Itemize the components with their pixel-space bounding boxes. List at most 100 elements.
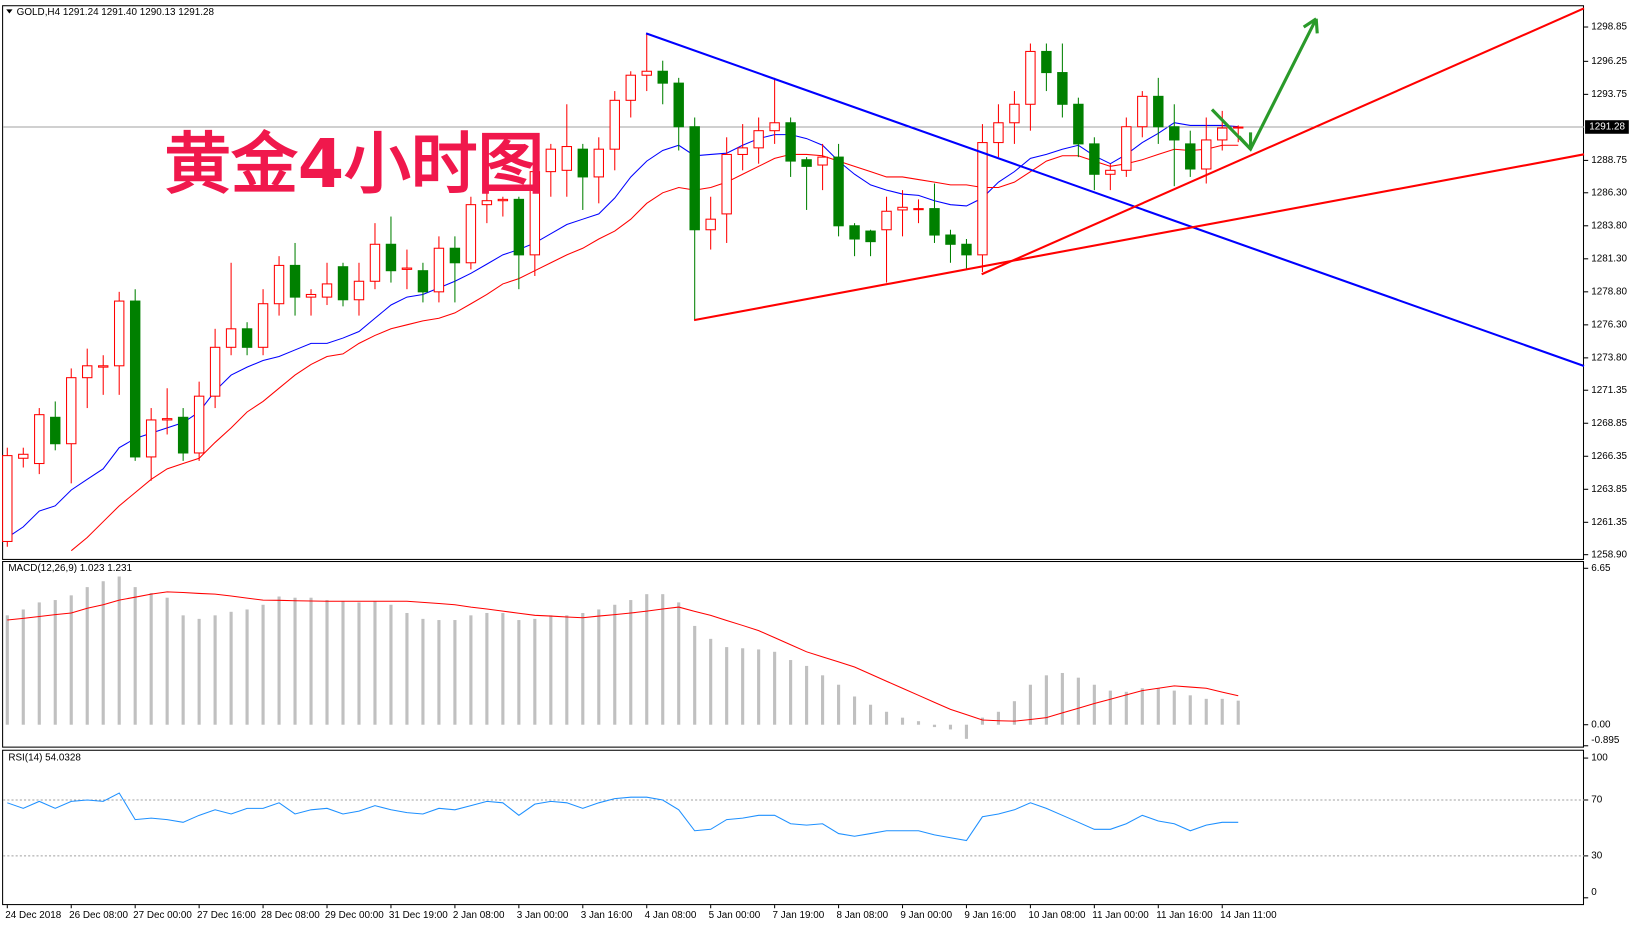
candle-body: [305, 293, 317, 298]
macd-bar: [21, 609, 25, 725]
candle-body: [273, 264, 285, 305]
signal-line: [7, 591, 1239, 722]
x-tick-label: 9 Jan 16:00: [964, 910, 1016, 921]
candle-body: [657, 70, 668, 84]
macd-bar: [5, 615, 9, 725]
candle-body: [561, 146, 573, 171]
price-panel: [2, 5, 1585, 560]
macd-bar: [245, 609, 249, 725]
macd-bar: [213, 615, 217, 725]
macd-bar: [453, 620, 457, 725]
macd-bar: [1108, 690, 1112, 725]
candle-body: [1057, 72, 1068, 105]
candle-body: [257, 303, 269, 348]
candle-body: [50, 416, 61, 445]
macd-panel: [2, 560, 1585, 748]
x-tick-label: 24 Dec 2018: [5, 910, 62, 921]
candle-body: [913, 208, 924, 211]
macd-bar: [309, 597, 313, 725]
candle-body: [673, 82, 684, 128]
candle-body: [417, 270, 429, 293]
candle-body: [721, 153, 732, 215]
macd-bar: [900, 717, 905, 725]
current-price-label: 1291.28: [1589, 122, 1625, 133]
candle-body: [689, 126, 700, 231]
macd-bar: [85, 587, 89, 725]
rsi-title: RSI(14) 54.0328: [8, 753, 81, 764]
macd-bar: [1220, 698, 1224, 725]
macd-bar: [757, 649, 761, 725]
candle-body: [801, 159, 812, 167]
candle-body: [401, 267, 413, 270]
candle-body: [769, 122, 780, 132]
candle-body: [1105, 169, 1116, 175]
macd-bar: [645, 594, 649, 725]
candle-body: [513, 198, 525, 256]
y-tick-label: 1293.75: [1591, 89, 1627, 100]
candle-body: [82, 365, 93, 379]
price-title: GOLD,H4 1291.24 1291.40 1290.13 1291.28: [17, 7, 215, 18]
candle-body: [817, 156, 828, 166]
y-tick-label: 1263.85: [1591, 484, 1627, 495]
x-tick-label: 29 Dec 00:00: [325, 910, 384, 921]
x-tick-label: 11 Jan 16:00: [1156, 910, 1213, 921]
y-tick-label: 1298.85: [1591, 22, 1627, 33]
x-tick-label: 27 Dec 16:00: [197, 910, 256, 921]
candle-body: [753, 130, 764, 149]
candle-body: [34, 414, 45, 465]
macd-bar: [868, 704, 873, 725]
candle-body: [193, 395, 205, 454]
candle-body: [18, 453, 29, 459]
macd-bar: [1172, 690, 1176, 725]
y-tick-label: 30: [1591, 850, 1602, 861]
candle-body: [961, 243, 972, 256]
x-tick-label: 31 Dec 19:00: [389, 910, 448, 921]
macd-bar: [389, 604, 393, 725]
macd-bar: [261, 604, 265, 725]
y-tick-label: 1288.75: [1591, 155, 1627, 166]
y-tick-label: 1271.35: [1591, 385, 1627, 396]
x-tick-label: 28 Dec 08:00: [261, 910, 320, 921]
macd-bar: [932, 724, 937, 728]
y-tick-label: -0.895: [1591, 735, 1620, 746]
rsi-line: [7, 792, 1239, 842]
candle-body: [369, 243, 381, 282]
candle-body: [1137, 95, 1148, 128]
macd-bar: [693, 625, 697, 725]
candle-body: [833, 156, 844, 227]
candle-body: [353, 280, 365, 301]
candle-body: [977, 142, 988, 256]
macd-bar: [1156, 688, 1160, 725]
macd-bar: [1124, 691, 1128, 725]
macd-bar: [469, 615, 473, 725]
candle-body: [577, 148, 589, 178]
macd-bar: [549, 615, 553, 725]
candle-body: [289, 264, 301, 298]
candle-body: [1025, 50, 1036, 105]
macd-bar: [341, 601, 345, 725]
macd-bar: [725, 647, 729, 725]
macd-bar: [597, 609, 601, 725]
macd-bar: [501, 612, 505, 725]
menu-arrow[interactable]: [6, 9, 13, 14]
plot-layer: 1258.90 1261.35 1263.85 1266.35 1268.85 1271.…: [2, 22, 1629, 921]
candle-body: [449, 247, 461, 264]
candle-body: [1201, 139, 1212, 170]
candle-body: [225, 328, 237, 348]
candle-body: [209, 346, 221, 397]
trendline: [645, 32, 1585, 367]
macd-bar: [117, 576, 121, 725]
candle-body: [129, 300, 141, 458]
macd-bar: [133, 587, 137, 725]
macd-bar: [613, 604, 617, 725]
candle-body: [481, 200, 493, 206]
trendline: [981, 7, 1585, 276]
candle-body: [705, 218, 716, 231]
macd-bar: [1236, 700, 1240, 725]
macd-bar: [405, 612, 409, 725]
macd-bar: [1092, 684, 1096, 725]
macd-bar: [805, 665, 809, 725]
current-price-box: [1585, 120, 1629, 134]
